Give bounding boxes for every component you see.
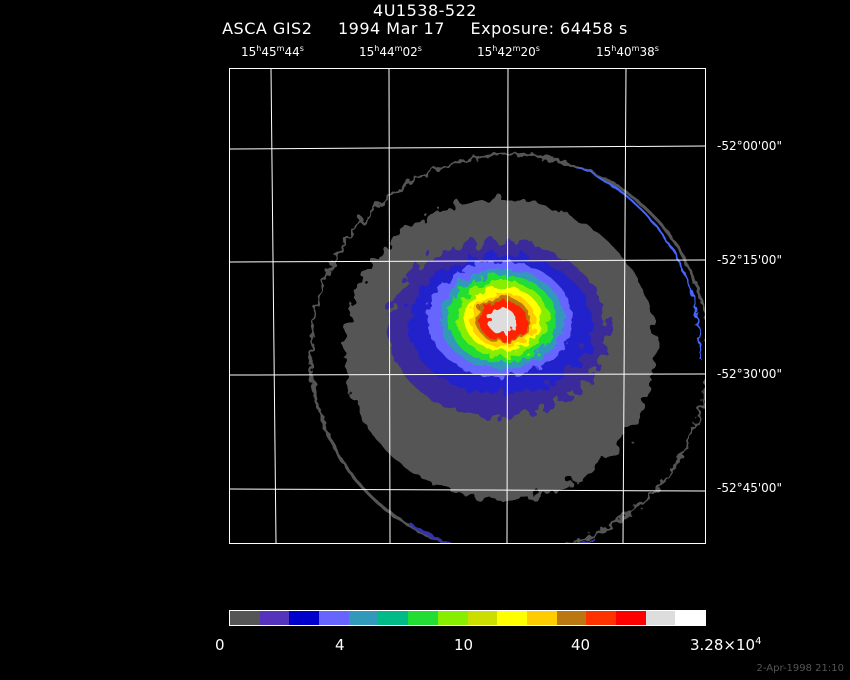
colorbar-swatch-14 [645, 611, 676, 625]
colorbar-swatch-7 [437, 611, 468, 625]
colorbar-label-40: 40 [571, 636, 591, 654]
emission-layers [345, 199, 655, 499]
level-core [488, 308, 516, 334]
timestamp: 2-Apr-1998 21:10 [756, 663, 844, 674]
ra-label-3: 15h42m20s [477, 44, 540, 59]
colorbar-swatch-11 [556, 611, 587, 625]
exposure-label: Exposure: 64458 s [470, 19, 628, 38]
ra-label-4: 15h40m38s [596, 44, 659, 59]
dec-label-3: -52°30'00" [717, 367, 782, 381]
ra-gridline-1 [270, 69, 277, 543]
colorbar-swatch-8 [467, 611, 498, 625]
colorbar-swatch-5 [378, 611, 409, 625]
dec-label-2: -52°15'00" [717, 253, 782, 267]
fov-edge-blue-bottom [409, 522, 596, 543]
ra-label-1: 15h45m44s [241, 44, 304, 59]
dec-gridline-3 [230, 373, 705, 376]
dec-gridline-2 [230, 259, 705, 263]
ra-label-2: 15h44m02s [359, 44, 422, 59]
fov-ring [309, 153, 705, 543]
colorbar-swatch-0 [230, 611, 260, 625]
source-title: 4U1538-522 [373, 1, 477, 20]
colorbar-swatch-10 [526, 611, 557, 625]
xray-image [230, 69, 705, 543]
date-label: 1994 Mar 17 [337, 19, 445, 38]
colorbar-swatch-12 [586, 611, 616, 625]
coordinate-grid [230, 69, 705, 543]
observation-subtitle: ASCA GIS2 1994 Mar 17 Exposure: 64458 s [0, 19, 850, 38]
ra-gridline-4 [622, 69, 627, 543]
instrument-label: ASCA GIS2 [222, 19, 313, 38]
colorbar [229, 610, 706, 626]
colorbar-swatch-6 [408, 611, 438, 625]
colorbar-swatch-13 [615, 611, 646, 625]
dec-gridline-1 [230, 145, 705, 150]
fov-edge-blue [574, 165, 702, 360]
ra-gridline-2 [388, 69, 391, 543]
colorbar-swatch-2 [289, 611, 320, 625]
colorbar-label-4: 4 [335, 636, 345, 654]
dec-label-4: -52°45'00" [717, 481, 782, 495]
colorbar-swatch-15 [675, 611, 705, 625]
colorbar-swatch-3 [319, 611, 349, 625]
dec-gridline-4 [230, 488, 705, 492]
colorbar-label-0: 0 [215, 636, 225, 654]
dec-label-1: -52°00'00" [717, 139, 782, 153]
colorbar-swatch-4 [348, 611, 379, 625]
image-frame [229, 68, 706, 544]
ra-gridline-3 [506, 69, 509, 543]
colorbar-label-max: 3.28×104 [690, 636, 762, 654]
colorbar-swatch-1 [259, 611, 290, 625]
colorbar-label-10: 10 [454, 636, 474, 654]
colorbar-swatch-9 [497, 611, 527, 625]
